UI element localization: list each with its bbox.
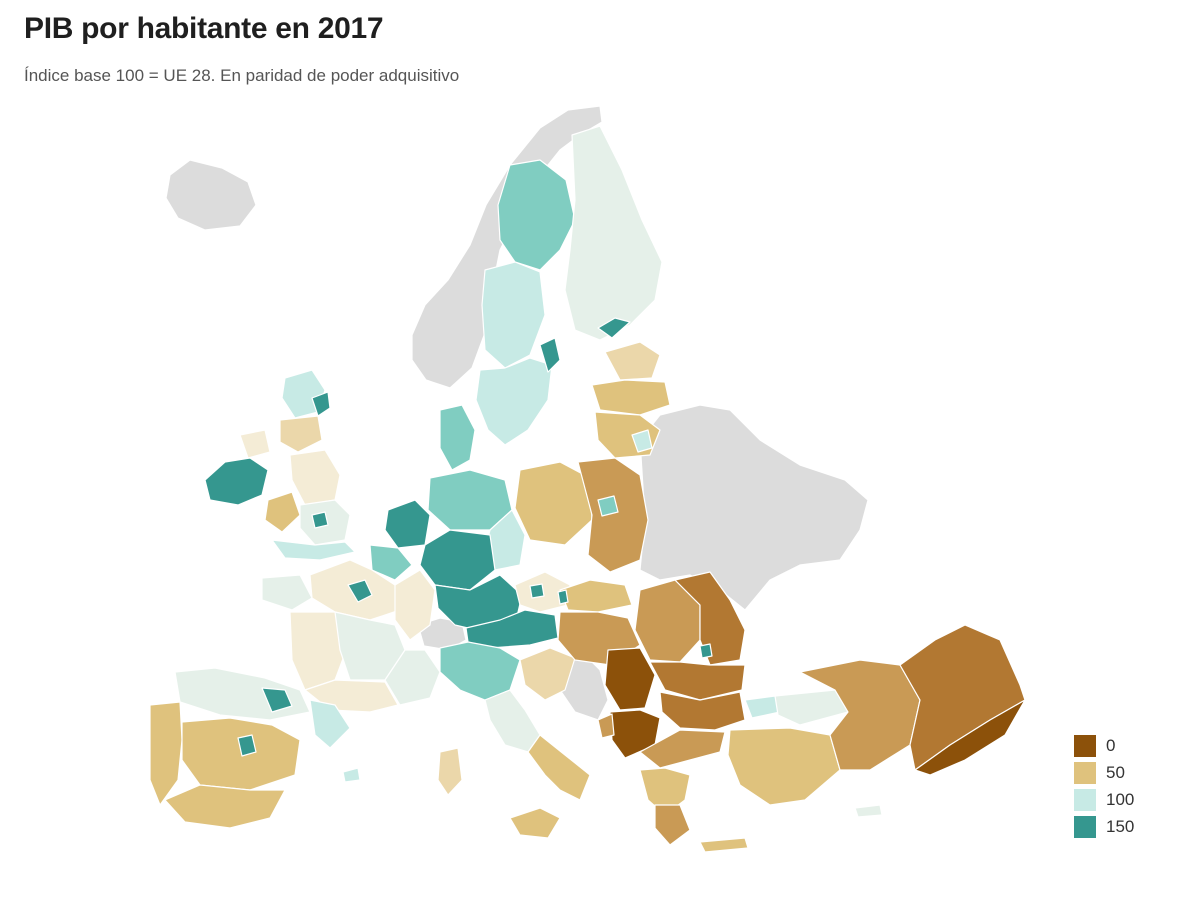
legend-label: 50 (1106, 762, 1125, 782)
legend-label: 0 (1106, 735, 1116, 755)
region-prague (529, 583, 545, 599)
region-spain-north (174, 667, 311, 721)
region-warsaw (597, 495, 619, 517)
region-portugal (149, 701, 183, 806)
region-aberdeen (311, 391, 331, 417)
region-iceland (165, 159, 257, 231)
color-legend: 0 50 100 150 (1074, 732, 1134, 840)
region-romania-south (649, 661, 746, 701)
region-netherlands (384, 499, 431, 549)
region-balearic (342, 767, 361, 783)
region-latvia (591, 379, 671, 416)
region-basque-navarra (261, 687, 293, 713)
region-sweden-south (475, 357, 553, 446)
legend-item: 0 (1074, 732, 1134, 759)
region-madrid (237, 734, 257, 757)
legend-swatch (1074, 734, 1096, 757)
region-montenegro (597, 713, 615, 739)
region-germany-west (419, 529, 496, 591)
region-belarus-ukraine-russia (639, 404, 869, 611)
region-norway (411, 105, 603, 389)
region-switzerland (417, 617, 467, 651)
region-catalonia (309, 699, 351, 749)
region-helsinki (597, 317, 631, 339)
regions-layer (149, 105, 1026, 853)
region-wales (264, 491, 301, 533)
region-slovakia (559, 579, 633, 613)
region-sicily (509, 807, 561, 839)
region-ireland (204, 457, 269, 506)
region-sardinia (437, 747, 463, 796)
legend-item: 50 (1074, 759, 1134, 786)
region-poland-east (577, 457, 649, 573)
region-vilnius (631, 429, 653, 453)
region-crete (699, 837, 749, 853)
legend-item: 100 (1074, 786, 1134, 813)
region-finland (564, 125, 663, 341)
region-stockholm (539, 337, 561, 373)
region-belgium (369, 544, 413, 581)
region-paris (347, 579, 373, 603)
region-andalusia (164, 784, 286, 829)
region-cyprus (854, 804, 883, 818)
region-northern-ireland (239, 429, 271, 459)
region-denmark (439, 404, 476, 471)
region-italy-central (484, 689, 541, 753)
region-poland-west (514, 461, 593, 546)
region-scotland-south (279, 415, 323, 453)
region-france-east (394, 569, 436, 641)
map-title: PIB por habitante en 2017 (24, 12, 384, 45)
region-brittany (261, 574, 313, 611)
legend-swatch (1074, 788, 1096, 811)
region-england-north (289, 449, 341, 506)
region-bucharest (699, 643, 713, 659)
region-england-south (271, 539, 356, 561)
region-sweden-north (497, 159, 576, 271)
legend-label: 150 (1106, 816, 1135, 836)
region-turkey-southeast (914, 699, 1026, 776)
region-turkey-west (727, 727, 841, 806)
region-romania-northeast (674, 571, 746, 666)
region-sweden-central (481, 261, 546, 369)
map-subtitle: Índice base 100 = UE 28. En paridad de p… (24, 66, 460, 85)
legend-label: 100 (1106, 789, 1135, 809)
region-bratislava (557, 589, 569, 605)
region-greece-central (639, 767, 691, 816)
region-peloponnese (654, 804, 691, 846)
region-italy-south (527, 734, 591, 801)
region-istanbul (744, 695, 781, 719)
region-estonia (604, 341, 661, 381)
legend-swatch (1074, 815, 1096, 838)
region-turkey-central (799, 659, 921, 771)
region-slovenia-croatia (519, 647, 576, 701)
region-turkey-northwest (774, 689, 849, 726)
region-london (311, 511, 329, 529)
region-serbia (604, 647, 656, 711)
region-bulgaria (659, 691, 746, 731)
region-lithuania (594, 411, 661, 459)
legend-swatch (1074, 761, 1096, 784)
legend-item: 150 (1074, 813, 1134, 840)
